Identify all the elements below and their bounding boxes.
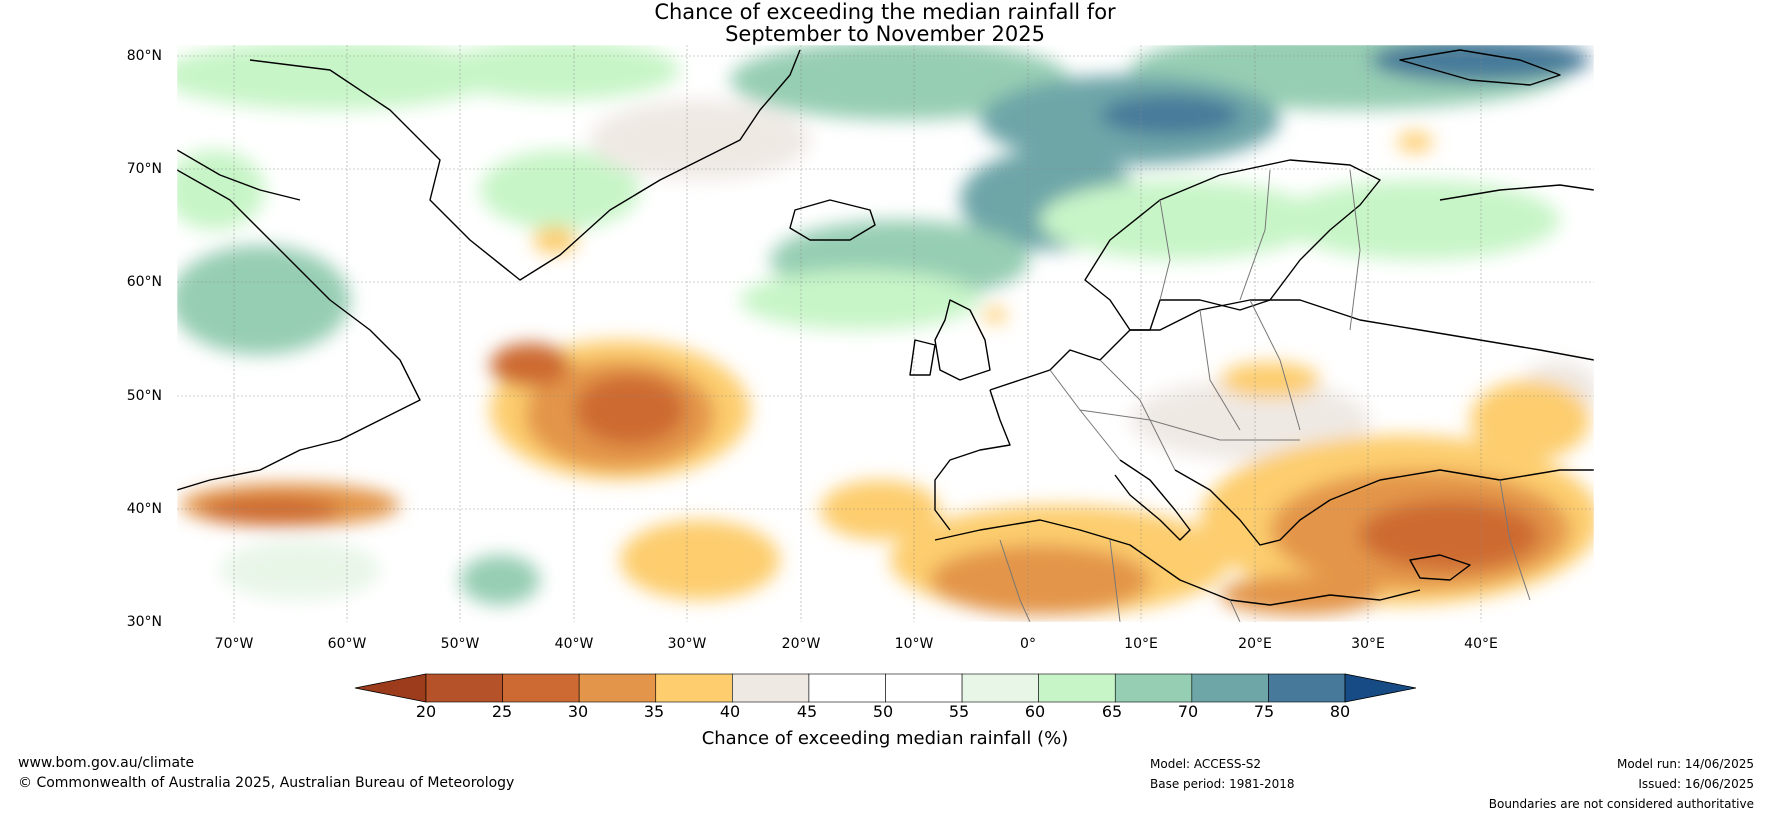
colorbar-segment <box>1268 673 1346 703</box>
lon-label-30e: 30°E <box>1351 636 1385 652</box>
colorbar <box>354 673 1417 703</box>
colorbar-segment <box>1191 673 1269 703</box>
colorbar-extend-low <box>354 673 427 703</box>
lat-label-40n: 40°N <box>126 501 162 517</box>
footer-base-period: Base period: 1981-2018 <box>1150 777 1295 791</box>
colorbar-tick-75: 75 <box>1253 702 1275 721</box>
footer-issued: Issued: 16/06/2025 <box>1638 777 1754 791</box>
footer-disclaimer: Boundaries are not considered authoritat… <box>1488 797 1754 811</box>
lon-label-60w: 60°W <box>327 636 367 652</box>
lon-label-0: 0° <box>1020 636 1036 652</box>
map-title-line2: September to November 2025 <box>725 22 1045 46</box>
colorbar-tick-25: 25 <box>491 702 513 721</box>
colorbar-segment <box>961 673 1039 703</box>
footer-copyright: © Commonwealth of Australia 2025, Austra… <box>18 775 515 791</box>
footer-model: Model: ACCESS-S2 <box>1150 757 1262 771</box>
gridlines <box>177 45 1594 622</box>
colorbar-title: Chance of exceeding median rainfall (%) <box>701 728 1069 749</box>
map-area <box>177 45 1594 622</box>
lon-label-20e: 20°E <box>1238 636 1272 652</box>
lon-label-40e: 40°E <box>1464 636 1498 652</box>
colorbar-segment <box>578 673 657 703</box>
colorbar-segment <box>425 673 503 703</box>
lat-label-80n: 80°N <box>126 48 162 64</box>
colorbar-tick-55: 55 <box>948 702 970 721</box>
lon-label-50w: 50°W <box>440 636 480 652</box>
lon-label-20w: 20°W <box>781 636 821 652</box>
map-frame <box>176 44 1595 623</box>
colorbar-segment <box>732 673 810 703</box>
colorbar-tick-45: 45 <box>796 702 818 721</box>
colorbar-segment <box>1114 673 1193 703</box>
colorbar-tick-40: 40 <box>719 702 741 721</box>
colorbar-segment <box>1038 673 1116 703</box>
colorbar-segment <box>808 673 886 703</box>
lat-label-50n: 50°N <box>126 388 162 404</box>
lon-label-40w: 40°W <box>554 636 594 652</box>
lon-label-10e: 10°E <box>1124 636 1158 652</box>
lat-label-60n: 60°N <box>126 274 162 290</box>
lon-label-70w: 70°W <box>214 636 254 652</box>
colorbar-tick-30: 30 <box>567 702 589 721</box>
country-borders <box>999 169 1531 622</box>
colorbar-tick-70: 70 <box>1177 702 1199 721</box>
colorbar-tick-50: 50 <box>872 702 894 721</box>
colorbar-tick-20: 20 <box>415 702 437 721</box>
colorbar-segment <box>655 673 733 703</box>
coastlines <box>177 49 1594 606</box>
lat-label-70n: 70°N <box>126 161 162 177</box>
footer-model-run: Model run: 14/06/2025 <box>1616 757 1754 771</box>
colorbar-tick-60: 60 <box>1024 702 1046 721</box>
colorbar-tick-80: 80 <box>1329 702 1351 721</box>
colorbar-tick-35: 35 <box>643 702 665 721</box>
map-title-line1: Chance of exceeding the median rainfall … <box>654 0 1116 24</box>
footer-website: www.bom.gov.au/climate <box>18 755 195 771</box>
colorbar-segment <box>502 673 580 703</box>
lon-label-30w: 30°W <box>667 636 707 652</box>
colorbar-extend-high <box>1344 673 1417 703</box>
colorbar-segment <box>885 673 963 703</box>
lon-label-10w: 10°W <box>894 636 934 652</box>
lat-label-30n: 30°N <box>126 614 162 630</box>
colorbar-tick-65: 65 <box>1101 702 1123 721</box>
